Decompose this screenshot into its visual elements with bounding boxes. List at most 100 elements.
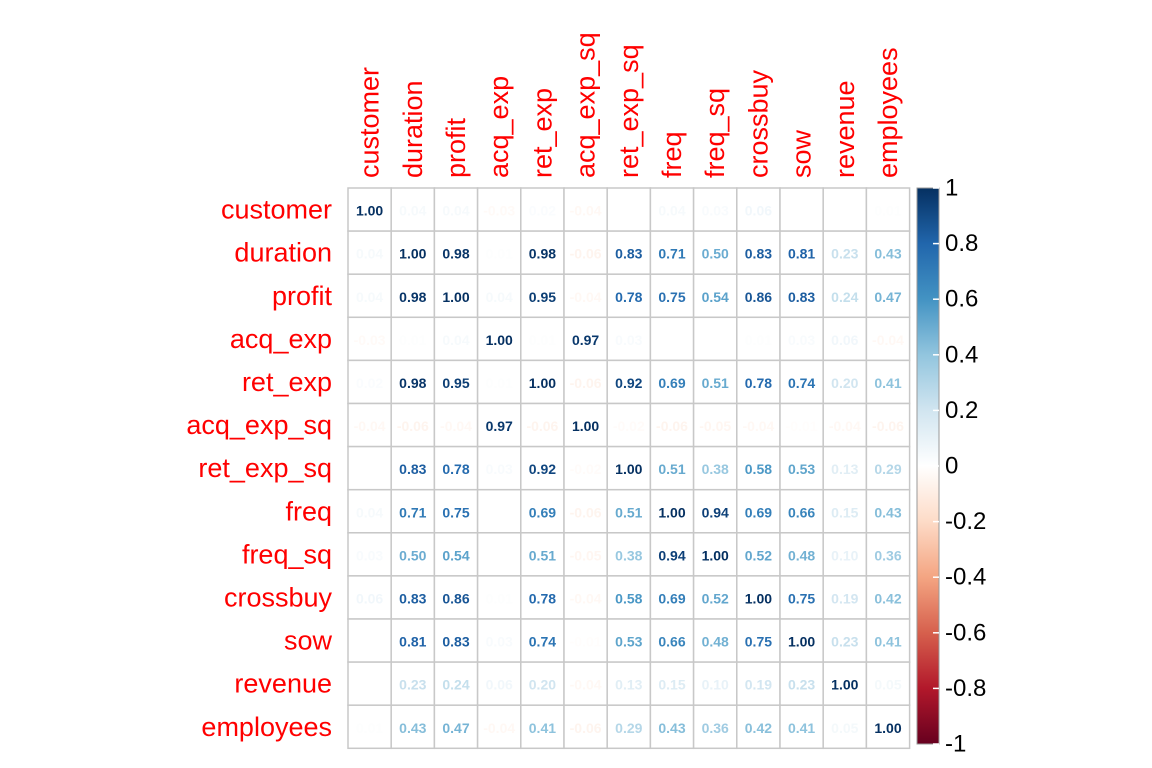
row-label-employees: employees [201, 712, 332, 742]
cell-value-5-10: -0.01 [786, 418, 818, 434]
cell-value-9-3: 0.01 [486, 590, 513, 606]
cell-value-7-9: 0.69 [745, 504, 772, 520]
cell-9-3 [476, 575, 522, 620]
cell-1-8 [692, 230, 738, 275]
cell-4-3 [476, 359, 522, 405]
cell-3-5 [563, 316, 608, 362]
cell-value-1-2: 0.98 [442, 246, 469, 262]
row-label-acq-exp: acq_exp [230, 324, 332, 354]
cell-value-1-9: 0.83 [745, 246, 772, 262]
cell-value-0-1: 0.04 [399, 203, 426, 219]
cell-4-1 [390, 359, 436, 405]
cell-value-8-1: 0.50 [399, 547, 426, 563]
cell-value-11-0: 0.00 [356, 677, 383, 693]
column-label-sow: sow [787, 129, 817, 178]
cell-value-4-2: 0.95 [442, 375, 469, 391]
cell-value-8-12: 0.36 [874, 547, 901, 563]
cell-value-10-11: 0.23 [831, 634, 858, 650]
cell-2-4 [520, 273, 565, 319]
cell-value-7-10: 0.66 [788, 504, 815, 520]
cell-7-6 [606, 488, 652, 534]
cell-value-11-7: 0.15 [658, 677, 685, 693]
cell-9-11 [822, 575, 868, 620]
cell-value-2-4: 0.95 [529, 289, 556, 305]
cell-5-11 [822, 402, 868, 448]
cell-value-10-6: 0.53 [615, 634, 642, 650]
cell-value-3-2: 0.04 [442, 332, 469, 348]
cell-value-6-4: 0.92 [529, 461, 556, 477]
cell-12-6 [606, 704, 652, 750]
cell-value-2-11: 0.24 [831, 289, 858, 305]
cell-10-12 [865, 618, 911, 663]
cell-value-3-1: 0.01 [399, 332, 426, 348]
cell-9-2 [433, 575, 479, 620]
column-label-duration: duration [398, 80, 428, 178]
cell-value-9-12: 0.42 [874, 590, 901, 606]
cell-8-11 [822, 532, 868, 577]
cell-9-5 [563, 575, 608, 620]
cell-6-6 [606, 445, 652, 491]
legend-tick-label: -0.2 [945, 508, 986, 535]
cell-12-9 [736, 704, 781, 750]
cell-value-9-5: -0.04 [570, 590, 602, 606]
row-label-freq: freq [285, 496, 332, 526]
column-labels: customer duration profit acq_exp ret_exp acq_… [355, 32, 903, 178]
cell-value-3-3: 1.00 [486, 332, 513, 348]
column-label-ret-exp-sq: ret_exp_sq [614, 44, 644, 178]
cell-value-6-9: 0.58 [745, 461, 772, 477]
cell-value-0-11: 0.00 [831, 203, 858, 219]
matrix-cells: 1.00 0.04 0.04 -0.03 0.02 -0.04 0.00 0.04 0.03 0.… [347, 187, 911, 750]
cell-value-0-10: 0.00 [788, 203, 815, 219]
cell-0-0 [347, 187, 392, 232]
cell-value-6-6: 1.00 [615, 461, 642, 477]
legend-tick-label: 0.2 [945, 397, 978, 424]
cell-value-5-2: -0.04 [440, 418, 472, 434]
cell-4-0 [347, 359, 392, 405]
cell-3-10 [779, 316, 824, 362]
cell-5-12 [865, 402, 911, 448]
cell-value-6-11: 0.13 [831, 461, 858, 477]
cell-value-8-2: 0.54 [442, 547, 469, 563]
cell-5-0 [347, 402, 392, 448]
cell-value-3-9: 0.01 [745, 332, 772, 348]
cell-value-8-3: 0.00 [486, 547, 513, 563]
cell-value-4-6: 0.92 [615, 375, 642, 391]
cell-value-10-2: 0.83 [442, 634, 469, 650]
cell-value-5-8: -0.05 [699, 418, 731, 434]
cell-2-2 [433, 273, 479, 319]
cell-4-6 [606, 359, 652, 405]
cell-value-6-1: 0.83 [399, 461, 426, 477]
cell-value-0-0: 1.00 [356, 203, 383, 219]
cell-12-12 [865, 704, 911, 750]
cell-value-10-5: -0.01 [570, 634, 602, 650]
cell-value-10-1: 0.81 [399, 634, 426, 650]
cell-5-10 [779, 402, 824, 448]
cell-5-7 [649, 402, 695, 448]
cell-5-6 [606, 402, 652, 448]
cell-value-5-9: -0.04 [742, 418, 774, 434]
column-label-profit: profit [441, 117, 471, 178]
cell-value-9-7: 0.69 [658, 590, 685, 606]
cell-value-0-6: 0.00 [615, 203, 642, 219]
cell-value-8-6: 0.38 [615, 547, 642, 563]
row-label-ret-exp: ret_exp [242, 367, 332, 397]
cell-value-2-0: 0.04 [356, 289, 383, 305]
cell-value-5-4: -0.06 [526, 418, 558, 434]
cell-value-6-2: 0.78 [442, 461, 469, 477]
cell-7-11 [822, 488, 868, 534]
cell-11-3 [476, 661, 522, 706]
legend-tick-label: 0 [945, 453, 958, 480]
cell-value-2-9: 0.86 [745, 289, 772, 305]
row-label-crossbuy: crossbuy [224, 582, 333, 612]
cell-value-5-7: -0.06 [656, 418, 688, 434]
cell-value-10-7: 0.66 [658, 634, 685, 650]
cell-value-4-11: 0.20 [831, 375, 858, 391]
cell-0-9 [736, 187, 781, 232]
cell-value-5-3: 0.97 [486, 418, 513, 434]
legend-tick-label: 0.8 [945, 230, 978, 257]
legend-tick-label: 1 [945, 175, 958, 202]
column-label-acq-exp-sq: acq_exp_sq [571, 32, 601, 178]
cell-value-8-9: 0.52 [745, 547, 772, 563]
cell-value-12-9: 0.42 [745, 720, 772, 736]
